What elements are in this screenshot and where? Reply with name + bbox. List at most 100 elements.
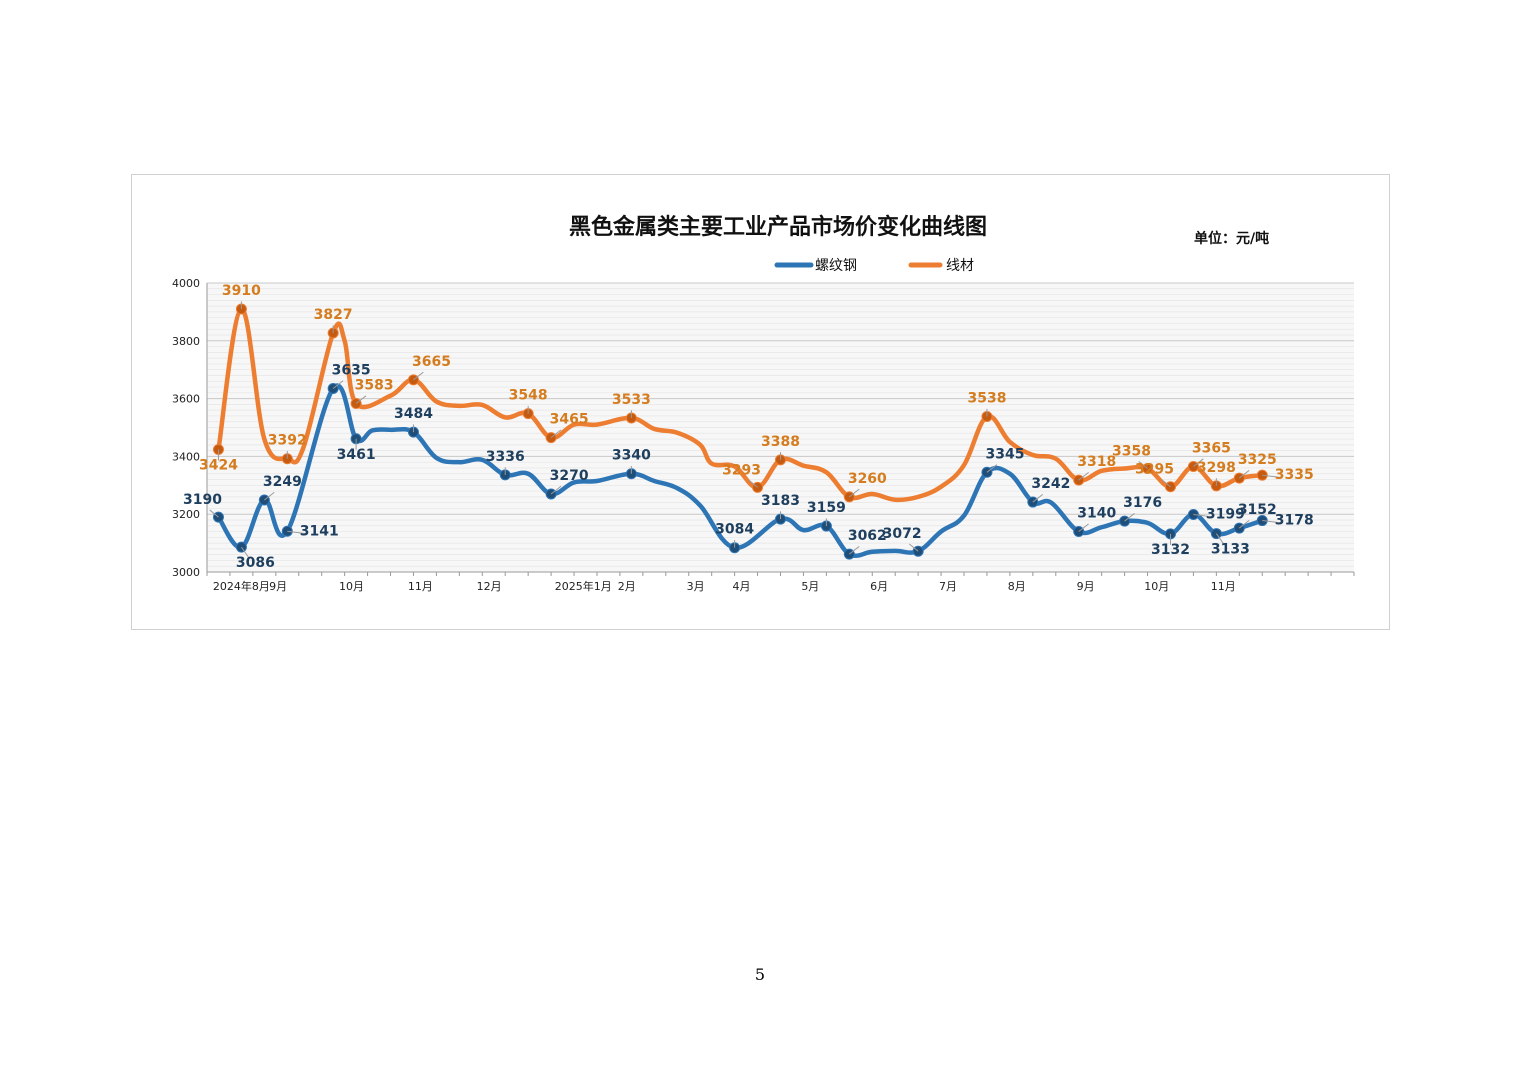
leader-line	[1238, 469, 1250, 479]
data-label-series-0: 3133	[1211, 542, 1250, 558]
leader-line	[332, 380, 344, 389]
leader-line	[1161, 479, 1171, 488]
data-point-series-0[interactable]	[843, 548, 855, 560]
x-tick-label: 3月	[687, 580, 705, 593]
y-tick-label: 3800	[172, 335, 200, 348]
x-tick-label: 12月	[477, 580, 502, 593]
leader-line	[1193, 513, 1212, 518]
data-label-series-1: 3335	[1275, 467, 1314, 483]
leader-line	[1138, 460, 1148, 469]
series-layer	[212, 303, 1268, 560]
data-label-series-1: 3665	[412, 354, 451, 370]
x-tick-label: 9月	[269, 580, 287, 593]
data-label-series-0: 3190	[183, 492, 222, 508]
leader-line	[1032, 493, 1044, 503]
x-tick-label: 4月	[733, 580, 751, 593]
leader-line	[1262, 474, 1280, 478]
data-label-series-0: 3132	[1151, 542, 1190, 558]
data-point-series-1[interactable]	[350, 398, 362, 410]
data-label-series-1: 3538	[967, 391, 1006, 407]
leader-line	[287, 530, 305, 534]
leader-line	[909, 543, 919, 552]
leader-line	[1238, 519, 1250, 529]
leader-line	[209, 509, 219, 518]
x-tick-label: 9月	[1077, 580, 1095, 593]
leader-line	[1262, 520, 1280, 524]
data-label-series-1: 3533	[612, 392, 651, 408]
data-label-series-1: 3910	[222, 283, 261, 299]
data-label-series-0: 3183	[761, 493, 800, 509]
data-label-series-0: 3152	[1238, 502, 1277, 518]
leader-line	[986, 464, 998, 473]
leader-line	[550, 429, 562, 439]
data-label-series-0: 3336	[486, 449, 525, 465]
x-tick-label: 2024年8月	[213, 579, 270, 593]
leader-line	[355, 395, 367, 404]
data-label-series-0: 3345	[985, 446, 1024, 462]
data-label-series-0: 3062	[848, 528, 887, 544]
y-tick-label: 3600	[172, 393, 200, 406]
data-point-series-0[interactable]	[912, 545, 924, 557]
legend-label-series-1: 线材	[946, 258, 974, 274]
x-tick-label: 10月	[339, 580, 364, 593]
page-number: 5	[754, 965, 766, 984]
leader-line	[550, 485, 562, 495]
data-label-series-1: 3388	[761, 434, 800, 450]
data-label-series-0: 3249	[263, 474, 302, 490]
data-label-series-1: 3318	[1077, 454, 1116, 470]
leader-line	[1078, 523, 1089, 532]
leader-line	[1193, 458, 1204, 467]
x-tick-label: 2025年1月	[555, 579, 612, 593]
data-label-series-0: 3141	[300, 523, 339, 539]
legend: 螺纹钢 线材	[774, 258, 974, 274]
data-label-series-1: 3293	[722, 462, 761, 478]
data-point-series-0[interactable]	[327, 382, 339, 394]
data-label-series-1: 3325	[1238, 452, 1277, 468]
x-tick-label: 5月	[801, 580, 819, 593]
data-label-series-1: 3358	[1112, 444, 1151, 460]
data-label-series-1: 3295	[1135, 462, 1174, 478]
leader-line	[413, 371, 424, 381]
y-tick-label: 3200	[172, 508, 200, 521]
legend-label-series-0: 螺纹钢	[815, 258, 857, 274]
data-label-series-1: 3424	[199, 457, 238, 473]
x-tick-label: 10月	[1144, 580, 1169, 593]
leader-line	[264, 491, 275, 501]
data-point-series-0[interactable]	[545, 488, 557, 500]
data-point-series-0[interactable]	[1073, 526, 1085, 538]
data-label-series-0: 3176	[1123, 495, 1162, 511]
data-label-series-1: 3365	[1192, 441, 1231, 457]
data-label-series-0: 3159	[807, 500, 846, 516]
x-tick-label: 2月	[618, 580, 636, 593]
data-point-series-0[interactable]	[1233, 522, 1245, 534]
chart-frame: 黑色金属类主要工业产品市场价变化曲线图 单位：元/吨 螺纹钢 线材 3000 32…	[131, 174, 1390, 630]
data-label-series-1: 3392	[268, 433, 307, 449]
data-label-series-0: 3484	[394, 406, 433, 422]
x-tick-label: 7月	[939, 580, 957, 593]
leader-line	[1215, 533, 1225, 545]
leader-line	[1078, 472, 1089, 481]
x-tick-label: 6月	[870, 580, 888, 593]
data-label-layer: 3190 3086 3249 3141 3635 3461 3484 3336 3270 3340…	[183, 283, 1314, 571]
data-label-series-1: 3583	[355, 378, 394, 394]
data-label-series-1: 3260	[848, 471, 887, 487]
data-label-series-1: 3465	[550, 412, 589, 428]
data-label-series-0: 3086	[236, 555, 275, 571]
leader-line	[849, 488, 860, 498]
data-point-series-0[interactable]	[281, 525, 293, 537]
data-label-series-0: 3072	[883, 526, 922, 542]
data-label-series-0: 3140	[1077, 506, 1116, 522]
x-tick-label: 8月	[1008, 580, 1026, 593]
leader-line	[748, 479, 758, 488]
y-axis: 3000 3200 3400 3600 3800 4000	[172, 277, 208, 579]
data-point-series-0[interactable]	[1256, 515, 1268, 527]
y-tick-label: 3400	[172, 450, 200, 463]
data-point-series-1[interactable]	[545, 432, 557, 444]
data-label-series-0: 3461	[337, 447, 376, 463]
line-chart: 黑色金属类主要工业产品市场价变化曲线图 单位：元/吨 螺纹钢 线材 3000 32…	[172, 214, 1355, 593]
legend-item-series-0[interactable]: 螺纹钢	[774, 258, 857, 274]
data-label-series-0: 3178	[1275, 513, 1314, 529]
legend-item-series-1[interactable]: 线材	[908, 258, 974, 274]
x-axis: 2024年8月 9月 10月 11月 12月 2025年1月 2月 3月 4月 5月 6月 7月 8月 9…	[206, 571, 1355, 593]
data-label-series-0: 3084	[715, 522, 754, 538]
